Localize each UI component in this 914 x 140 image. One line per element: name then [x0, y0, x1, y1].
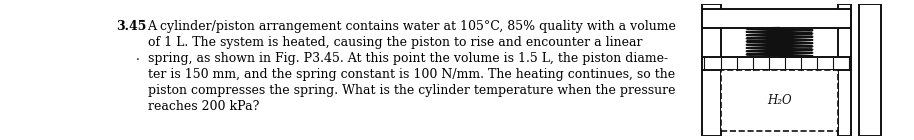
Bar	[703, 4, 721, 136]
Bar	[703, 57, 851, 70]
Text: A cylinder/piston arrangement contains water at 105°C, 85% quality with a volume: A cylinder/piston arrangement contains w…	[147, 20, 676, 113]
Text: H₂O: H₂O	[767, 94, 792, 107]
Bar	[703, 10, 851, 28]
Bar	[858, 4, 881, 136]
Bar	[838, 4, 851, 136]
Text: 3.45: 3.45	[116, 20, 146, 33]
Bar	[721, 70, 838, 130]
Text: ·: ·	[135, 54, 139, 67]
